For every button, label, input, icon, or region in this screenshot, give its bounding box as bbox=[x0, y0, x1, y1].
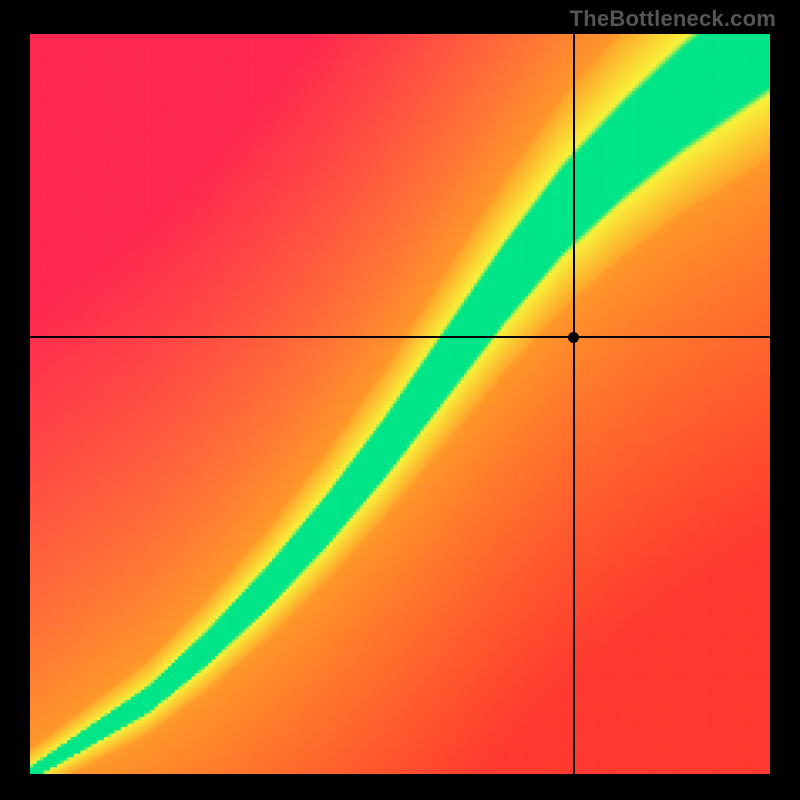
crosshair-horizontal-line bbox=[30, 336, 770, 338]
crosshair-vertical-line bbox=[573, 34, 575, 774]
watermark-text: TheBottleneck.com bbox=[570, 6, 776, 32]
bottleneck-heatmap bbox=[30, 34, 770, 774]
chart-container: { "watermark": { "text": "TheBottleneck.… bbox=[0, 0, 800, 800]
